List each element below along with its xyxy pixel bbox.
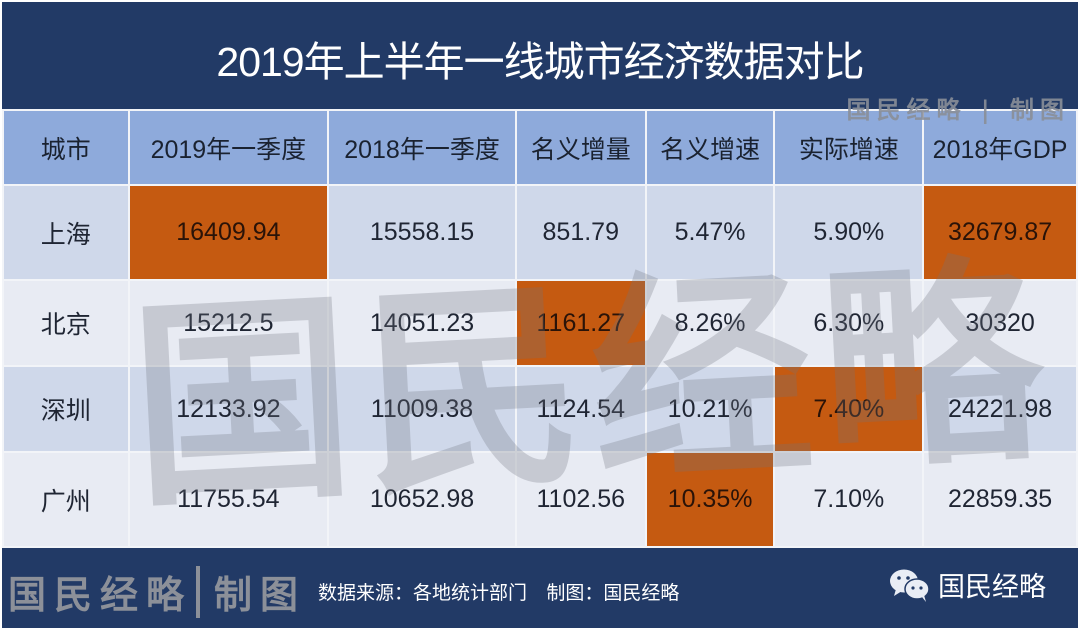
table-row: 上海 16409.94 15558.15 851.79 5.47% 5.90% … xyxy=(2,184,1078,281)
city-cell: 上海 xyxy=(2,184,130,281)
col-header-q1-2019: 2019年一季度 xyxy=(127,109,330,186)
wechat-icon xyxy=(890,569,930,602)
col-header-city: 城市 xyxy=(2,109,130,186)
nominal-increase-cell: 1102.56 xyxy=(514,451,647,548)
page-title: 2019年上半年一线城市经济数据对比 xyxy=(216,39,864,85)
header-row: 城市 2019年一季度 2018年一季度 名义增量 名义增速 实际增速 2018… xyxy=(2,109,1078,186)
q1-2019-cell: 12133.92 xyxy=(127,365,330,453)
col-header-nominal-growth: 名义增速 xyxy=(644,109,776,186)
q1-2018-cell: 11009.38 xyxy=(327,365,517,453)
chart-by-label: 制图：国民经略 xyxy=(546,583,680,604)
data-source-label: 数据来源：各地统计部门 xyxy=(318,583,528,604)
q1-2018-cell: 10652.98 xyxy=(327,451,517,548)
gdp-2018-cell: 32679.87 xyxy=(922,184,1078,281)
gdp-2018-cell: 22859.35 xyxy=(922,451,1078,548)
city-cell: 广州 xyxy=(2,451,130,548)
city-cell: 北京 xyxy=(2,279,130,367)
real-growth-cell: 7.10% xyxy=(773,451,925,548)
nominal-increase-cell: 1161.27 xyxy=(514,279,647,367)
nominal-growth-cell: 5.47% xyxy=(644,184,776,281)
data-table: 城市 2019年一季度 2018年一季度 名义增量 名义增速 实际增速 2018… xyxy=(2,109,1078,548)
q1-2019-cell: 16409.94 xyxy=(127,184,330,281)
nominal-growth-cell: 10.35% xyxy=(644,451,776,548)
nominal-growth-cell: 10.21% xyxy=(644,365,776,453)
nominal-growth-cell: 8.26% xyxy=(644,279,776,367)
q1-2018-cell: 15558.15 xyxy=(327,184,517,281)
footer-brand: 国民经略 制图 xyxy=(8,564,306,619)
gdp-2018-cell: 24221.98 xyxy=(922,365,1078,453)
col-header-nominal-increase: 名义增量 xyxy=(514,109,647,186)
footer-brand-right: 制图 xyxy=(214,572,307,617)
q1-2018-cell: 14051.23 xyxy=(327,279,517,367)
wechat-account-name: 国民经略 xyxy=(938,572,1046,603)
footer-brand-divider xyxy=(196,565,201,618)
title-bar: 2019年上半年一线城市经济数据对比 xyxy=(2,2,1078,108)
col-header-gdp-2018: 2018年GDP xyxy=(922,109,1078,186)
table-row: 广州 11755.54 10652.98 1102.56 10.35% 7.10… xyxy=(2,451,1078,548)
q1-2019-cell: 11755.54 xyxy=(127,451,330,548)
q1-2019-cell: 15212.5 xyxy=(127,279,330,367)
real-growth-cell: 7.40% xyxy=(773,365,925,453)
footer: 国民经略 制图 数据来源：各地统计部门 制图：国民经略 国民经略 xyxy=(2,555,1078,628)
real-growth-cell: 6.30% xyxy=(773,279,925,367)
footer-brand-left: 国民经略 xyxy=(8,572,193,617)
city-cell: 深圳 xyxy=(2,365,130,453)
real-growth-cell: 5.90% xyxy=(773,184,925,281)
nominal-increase-cell: 1124.54 xyxy=(514,365,647,453)
col-header-q1-2018: 2018年一季度 xyxy=(327,109,517,186)
nominal-increase-cell: 851.79 xyxy=(514,184,647,281)
wechat-account: 国民经略 xyxy=(888,565,1046,604)
gdp-2018-cell: 30320 xyxy=(922,279,1078,367)
col-header-real-growth: 实际增速 xyxy=(773,109,925,186)
footer-source: 数据来源：各地统计部门 制图：国民经略 xyxy=(318,578,693,605)
table-row: 北京 15212.5 14051.23 1161.27 8.26% 6.30% … xyxy=(2,279,1078,367)
table-row: 深圳 12133.92 11009.38 1124.54 10.21% 7.40… xyxy=(2,365,1078,453)
brand-mark: 国民经略 | 制图 xyxy=(846,95,1070,124)
